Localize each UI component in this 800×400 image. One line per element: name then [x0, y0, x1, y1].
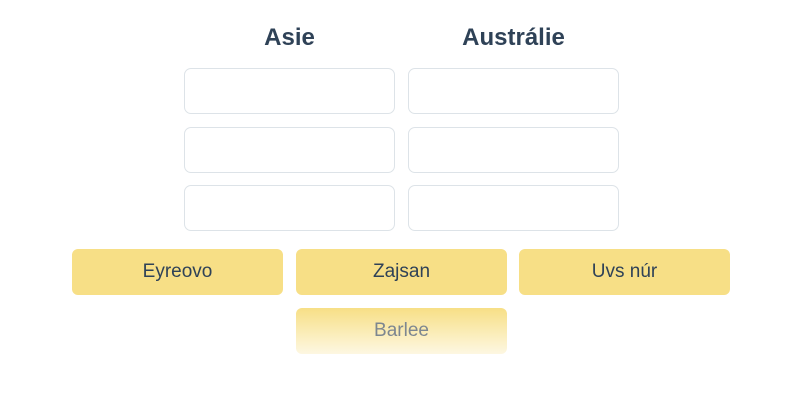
drop-slot-australie-2[interactable] — [408, 127, 619, 173]
drop-slot-australie-3[interactable] — [408, 185, 619, 231]
draggable-chip[interactable]: Eyreovo — [72, 249, 283, 295]
draggable-chip[interactable]: Uvs núr — [519, 249, 730, 295]
drop-slot-australie-1[interactable] — [408, 68, 619, 114]
drop-slot-asie-2[interactable] — [184, 127, 395, 173]
drop-slot-asie-1[interactable] — [184, 68, 395, 114]
draggable-chip[interactable]: Barlee — [296, 308, 507, 354]
column-header-australie: Austrálie — [462, 24, 565, 51]
drop-slot-asie-3[interactable] — [184, 185, 395, 231]
draggable-chip[interactable]: Zajsan — [296, 249, 507, 295]
column-header-asie: Asie — [264, 24, 315, 51]
